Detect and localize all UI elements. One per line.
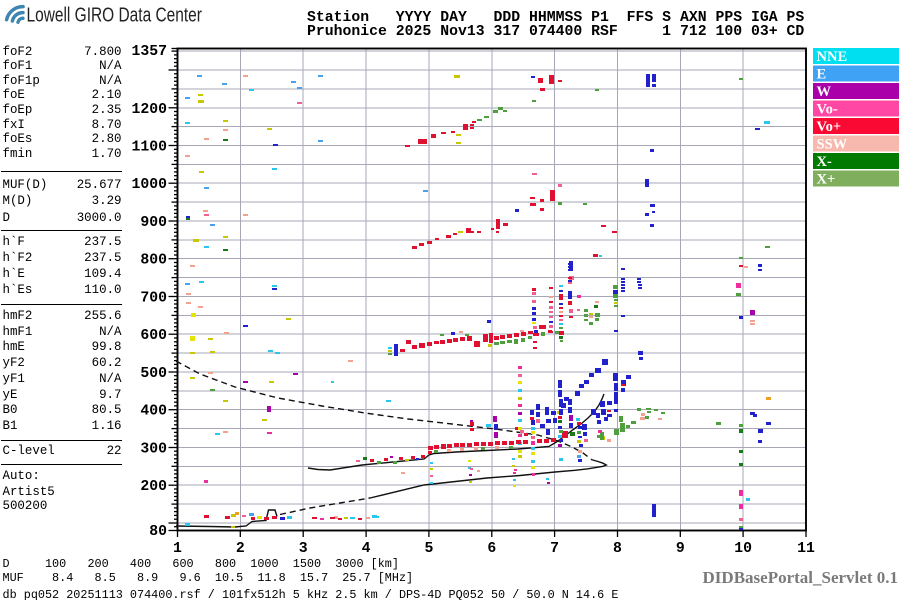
svg-text:SSW: SSW	[817, 137, 848, 153]
svg-text:W: W	[817, 84, 832, 100]
svg-text:1357: 1357	[131, 44, 167, 60]
svg-text:300: 300	[140, 442, 167, 458]
svg-text:X-: X-	[817, 154, 832, 170]
svg-text:5: 5	[424, 541, 433, 557]
svg-text:7: 7	[550, 541, 559, 557]
svg-text:8: 8	[613, 541, 622, 557]
svg-text:E: E	[817, 67, 827, 83]
svg-text:400: 400	[140, 404, 167, 420]
svg-text:200: 200	[140, 479, 167, 495]
svg-text:1: 1	[173, 541, 182, 557]
svg-text:700: 700	[140, 291, 167, 307]
svg-text:6: 6	[487, 541, 496, 557]
svg-text:800: 800	[140, 253, 167, 269]
svg-text:1200: 1200	[131, 102, 167, 118]
svg-text:11: 11	[797, 541, 815, 557]
svg-text:900: 900	[140, 215, 167, 231]
svg-text:3: 3	[299, 541, 308, 557]
svg-text:Lowell GIRO Data Center: Lowell GIRO Data Center	[27, 3, 202, 26]
svg-text:Vo-: Vo-	[817, 102, 838, 118]
svg-text:X+: X+	[817, 172, 836, 188]
svg-text:1100: 1100	[131, 140, 167, 156]
svg-text:10: 10	[734, 541, 752, 557]
svg-text:9: 9	[676, 541, 685, 557]
svg-text:Vo+: Vo+	[817, 119, 842, 135]
svg-text:600: 600	[140, 328, 167, 344]
svg-text:1000: 1000	[131, 177, 167, 193]
svg-text:80: 80	[149, 524, 167, 540]
svg-text:2: 2	[236, 541, 245, 557]
svg-text:NNE: NNE	[817, 49, 848, 65]
svg-text:4: 4	[362, 541, 371, 557]
svg-text:500: 500	[140, 366, 167, 382]
